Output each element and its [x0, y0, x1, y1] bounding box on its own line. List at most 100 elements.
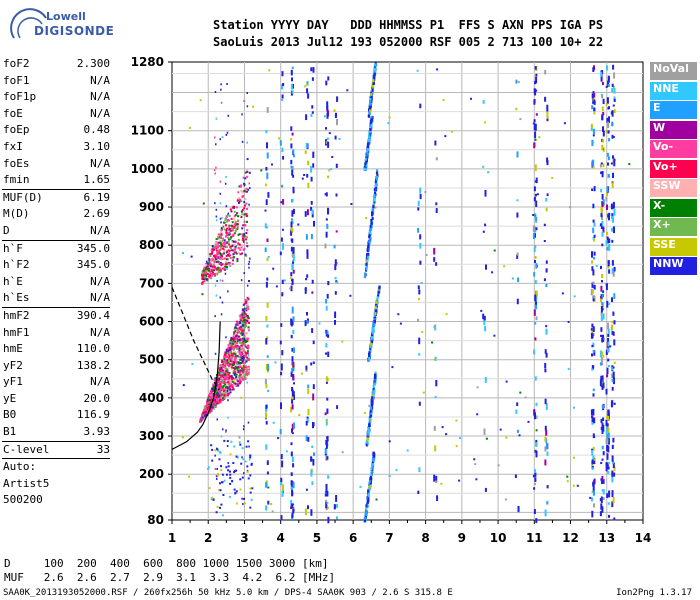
echo-point [243, 370, 246, 373]
echo-point [246, 158, 249, 161]
echo-point [243, 235, 246, 238]
echo-point [219, 241, 222, 244]
echo-point [234, 251, 237, 254]
param-value: 6.19 [83, 190, 111, 204]
echo-point [266, 336, 269, 340]
echo-point [239, 365, 242, 368]
echo-point [601, 194, 604, 200]
echo-point [233, 244, 236, 246]
echo-point [228, 254, 231, 257]
echo-point [247, 367, 250, 370]
echo-point [599, 164, 602, 168]
echo-point [207, 466, 210, 469]
echo-point [226, 218, 229, 221]
echo-point [373, 322, 376, 326]
echo-point [220, 368, 223, 371]
echo-point [225, 255, 228, 257]
echo-point [223, 394, 226, 397]
echo-point [233, 215, 236, 218]
echo-point [425, 254, 428, 256]
echo-point [225, 355, 228, 357]
echo-point [601, 337, 604, 343]
echo-point [484, 325, 487, 332]
echo-point [233, 337, 236, 340]
echo-point [226, 394, 229, 397]
echo-point [599, 350, 602, 358]
echo-point [247, 298, 250, 301]
echo-point [216, 398, 219, 401]
echo-point [242, 330, 245, 333]
echo-point [226, 220, 228, 223]
echo-point [372, 463, 375, 467]
echo-point [484, 487, 487, 492]
echo-point [209, 268, 212, 271]
echo-point [608, 138, 611, 142]
echo-point [222, 247, 224, 250]
echo-point [369, 481, 372, 485]
echo-point [470, 97, 472, 100]
echo-point [233, 383, 236, 386]
x-tick-label: 4 [277, 531, 285, 545]
echo-point [310, 113, 313, 117]
echo-point [534, 477, 537, 482]
echo-point [234, 330, 237, 333]
echo-point [593, 93, 596, 98]
echo-point [606, 152, 609, 157]
echo-point [518, 434, 521, 437]
echo-point [245, 354, 247, 357]
echo-point [336, 281, 339, 284]
echo-point [249, 456, 252, 459]
echo-point [373, 72, 376, 76]
echo-point [280, 363, 283, 371]
echo-point [242, 238, 245, 241]
echo-point [607, 121, 610, 129]
echo-point [368, 233, 371, 237]
echo-point [292, 391, 295, 397]
echo-point [223, 397, 226, 400]
echo-point [368, 416, 371, 420]
echo-point [208, 405, 210, 408]
echo-point [231, 380, 234, 383]
param-name: 500200 [3, 493, 43, 507]
echo-point [221, 258, 224, 260]
param-row: C-level 33 [0, 442, 112, 459]
echo-point [230, 358, 233, 361]
param-value: 20.0 [83, 391, 111, 405]
echo-point [212, 249, 214, 251]
echo-point [238, 436, 241, 439]
echo-point [246, 229, 249, 232]
echo-point [613, 72, 616, 79]
echo-point [607, 260, 610, 265]
echo-point [210, 498, 213, 501]
echo-point [237, 242, 240, 245]
echo-point [325, 352, 327, 355]
echo-point [311, 111, 314, 114]
echo-point [231, 221, 234, 224]
echo-point [592, 227, 595, 234]
echo-point [201, 416, 204, 419]
echo-point [242, 176, 245, 179]
echo-point [238, 341, 241, 344]
echo-point [249, 487, 252, 490]
echo-point [229, 339, 232, 342]
echo-point [214, 315, 216, 318]
echo-point [241, 252, 243, 255]
echo-point [592, 481, 595, 487]
param-name: h`Es [3, 291, 30, 305]
echo-point [367, 255, 370, 259]
echo-point [281, 279, 284, 284]
echo-point [611, 239, 614, 243]
echo-point [592, 455, 595, 460]
echo-point [220, 366, 223, 369]
echo-point [369, 126, 372, 130]
echo-point [350, 203, 353, 205]
echo-point [231, 342, 234, 345]
echo-point [215, 396, 218, 399]
echo-point [591, 467, 594, 470]
echo-point [236, 337, 239, 340]
echo-point [391, 366, 394, 369]
echo-point [220, 88, 222, 91]
echo-point [238, 233, 241, 236]
echo-point [246, 356, 248, 359]
echo-point [535, 73, 538, 77]
